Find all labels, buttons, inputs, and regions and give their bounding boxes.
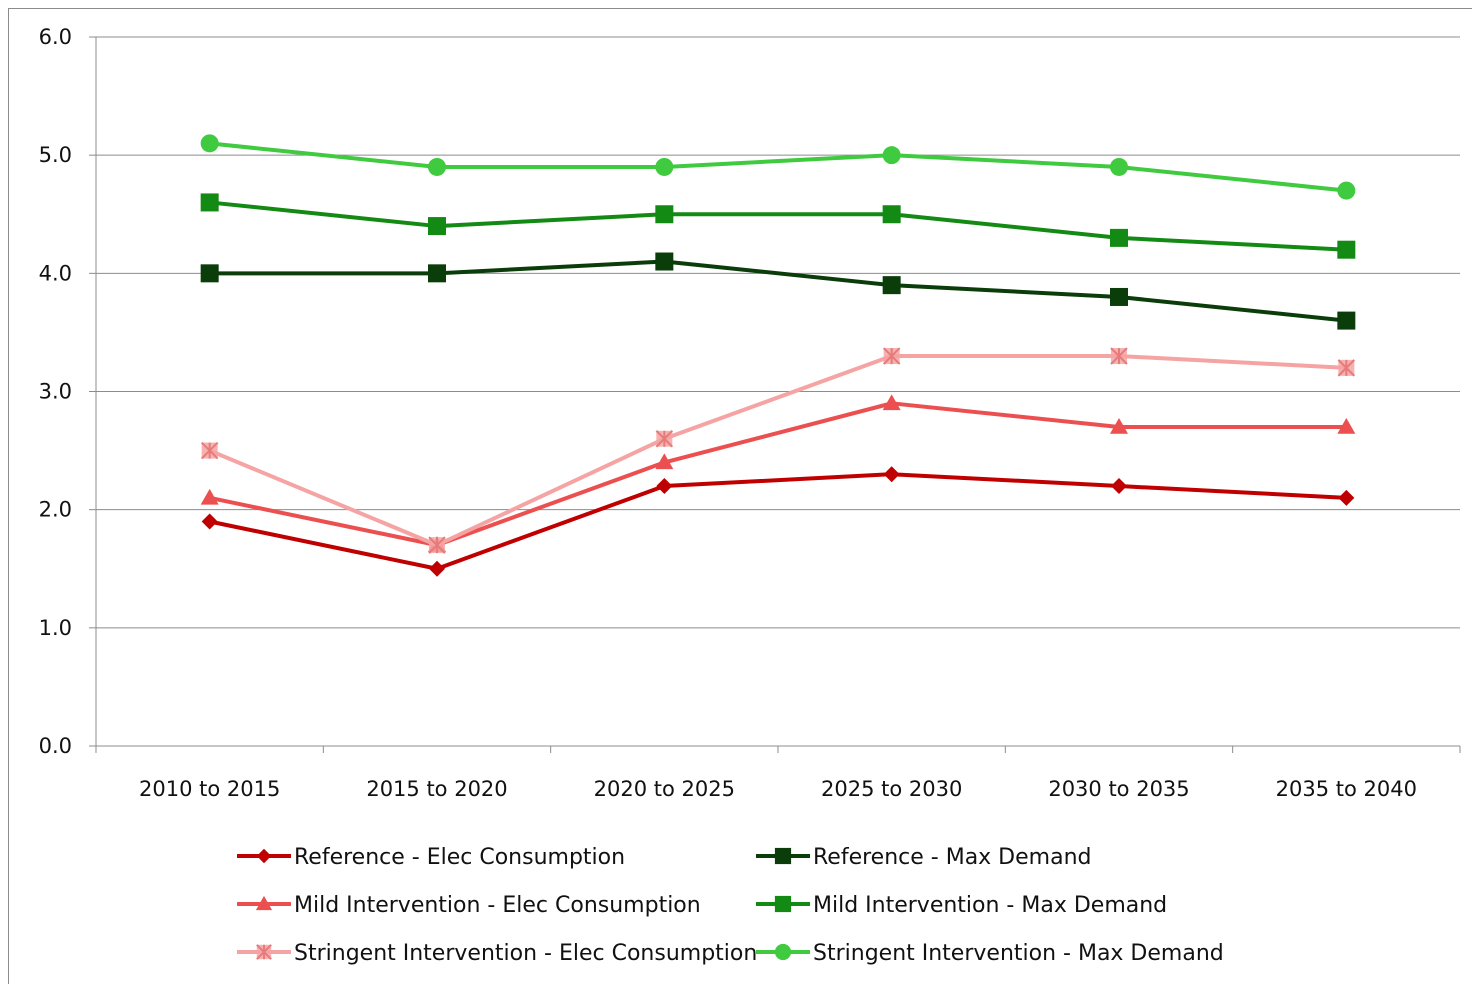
legend-entry: Reference - Elec Consumption — [237, 845, 625, 870]
data-point — [882, 146, 901, 165]
data-point — [1337, 359, 1356, 377]
y-tick-label: 3.0 — [39, 380, 72, 404]
legend-label: Stringent Intervention - Elec Consumptio… — [294, 941, 757, 966]
data-point — [882, 394, 901, 411]
data-point — [882, 276, 901, 295]
data-point — [428, 217, 446, 236]
data-point — [655, 453, 674, 470]
data-point — [1110, 417, 1128, 434]
series-3 — [200, 347, 1356, 554]
legend-entry: Stringent Intervention - Max Demand — [756, 941, 1224, 966]
data-point — [774, 895, 792, 913]
y-tick-label: 0.0 — [39, 734, 72, 758]
series-line — [209, 472, 1347, 571]
data-point — [201, 513, 218, 530]
y-tick-label: 2.0 — [39, 498, 72, 522]
data-point — [1110, 228, 1128, 247]
data-point — [655, 430, 674, 448]
series-line — [209, 200, 1347, 252]
data-point — [774, 943, 792, 961]
data-point — [1337, 240, 1356, 259]
data-point — [883, 466, 900, 483]
data-point — [655, 252, 674, 271]
y-tick-label: 6.0 — [39, 25, 72, 49]
data-point — [1110, 287, 1128, 306]
legend-entry: Mild Intervention - Elec Consumption — [237, 893, 701, 918]
series-2 — [200, 394, 1356, 552]
series-6 — [200, 134, 1356, 200]
series-line — [208, 354, 1347, 548]
series-4 — [200, 252, 1356, 330]
x-tick-label: 2020 to 2025 — [594, 777, 735, 801]
data-point — [428, 157, 446, 176]
legend-label: Mild Intervention - Max Demand — [813, 893, 1167, 918]
data-point — [1337, 311, 1356, 330]
x-tick-label: 2030 to 2035 — [1048, 777, 1189, 801]
legend: Reference - Elec Consumption Reference - … — [237, 845, 1224, 966]
legend-label: Stringent Intervention - Max Demand — [813, 941, 1224, 966]
data-point — [882, 347, 901, 365]
data-point — [655, 157, 674, 176]
series-group — [200, 134, 1356, 577]
legend-entry: Reference - Max Demand — [756, 845, 1091, 870]
series-line — [209, 259, 1347, 323]
series-1 — [201, 466, 1355, 577]
data-point — [882, 205, 901, 224]
x-tick-label: 2035 to 2040 — [1276, 777, 1417, 801]
y-tick-label: 4.0 — [39, 261, 72, 285]
data-point — [200, 134, 219, 153]
data-point — [428, 536, 446, 554]
data-point — [428, 264, 446, 283]
data-point — [255, 895, 273, 911]
series-line — [209, 401, 1347, 548]
series-line — [209, 141, 1347, 193]
legend-label: Mild Intervention - Elec Consumption — [294, 893, 701, 918]
data-point — [1337, 417, 1356, 434]
chart-frame — [8, 8, 1472, 984]
data-point — [256, 944, 272, 960]
data-point — [1338, 489, 1355, 506]
data-point — [1337, 181, 1356, 200]
legend-label: Reference - Elec Consumption — [294, 845, 625, 870]
data-point — [656, 478, 673, 495]
data-point — [429, 560, 445, 577]
data-point — [200, 264, 219, 283]
y-tick-label: 1.0 — [39, 616, 72, 640]
data-point — [655, 205, 674, 224]
data-point — [1110, 157, 1128, 176]
x-tick-label: 2015 to 2020 — [366, 777, 507, 801]
axes: 0.0 1.0 2.0 3.0 4.0 5.0 6.0 2010 to 2015 2015 to… — [39, 25, 1461, 801]
data-point — [774, 847, 792, 865]
data-point — [1110, 347, 1128, 365]
x-tick-label: 2025 to 2030 — [821, 777, 962, 801]
y-tick-label: 5.0 — [39, 143, 72, 167]
legend-label: Reference - Max Demand — [813, 845, 1091, 870]
data-point — [1111, 478, 1127, 495]
data-point — [200, 441, 219, 460]
legend-entry: Stringent Intervention - Elec Consumptio… — [237, 941, 757, 966]
series-5 — [200, 193, 1356, 259]
data-point — [200, 193, 219, 212]
legend-entry: Mild Intervention - Max Demand — [756, 893, 1167, 918]
data-point — [256, 848, 272, 864]
data-point — [200, 488, 219, 505]
x-tick-label: 2010 to 2015 — [139, 777, 280, 801]
